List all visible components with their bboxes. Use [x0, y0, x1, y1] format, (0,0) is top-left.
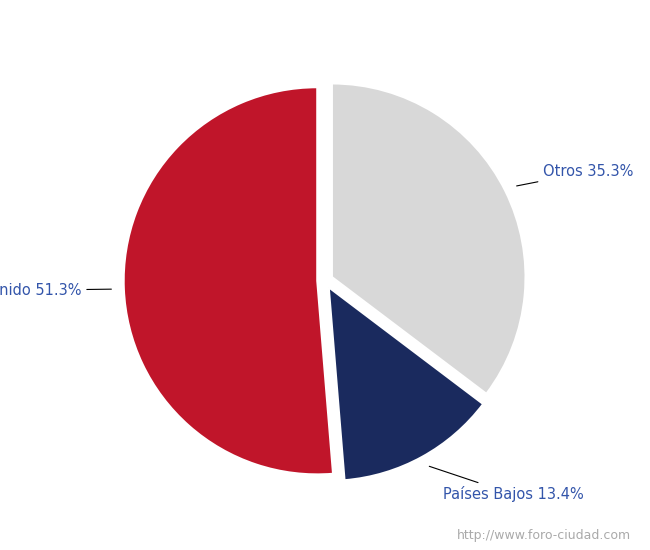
Text: Países Bajos 13.4%: Países Bajos 13.4%	[429, 466, 583, 502]
Text: Otros 35.3%: Otros 35.3%	[517, 164, 634, 186]
Text: Oria - Turistas extranjeros según país - Abril de 2024: Oria - Turistas extranjeros según país -…	[87, 12, 563, 30]
Wedge shape	[329, 287, 483, 480]
Text: http://www.foro-ciudad.com: http://www.foro-ciudad.com	[456, 529, 630, 542]
Wedge shape	[124, 87, 333, 475]
Text: Reino Unido 51.3%: Reino Unido 51.3%	[0, 283, 111, 298]
Wedge shape	[332, 84, 526, 394]
